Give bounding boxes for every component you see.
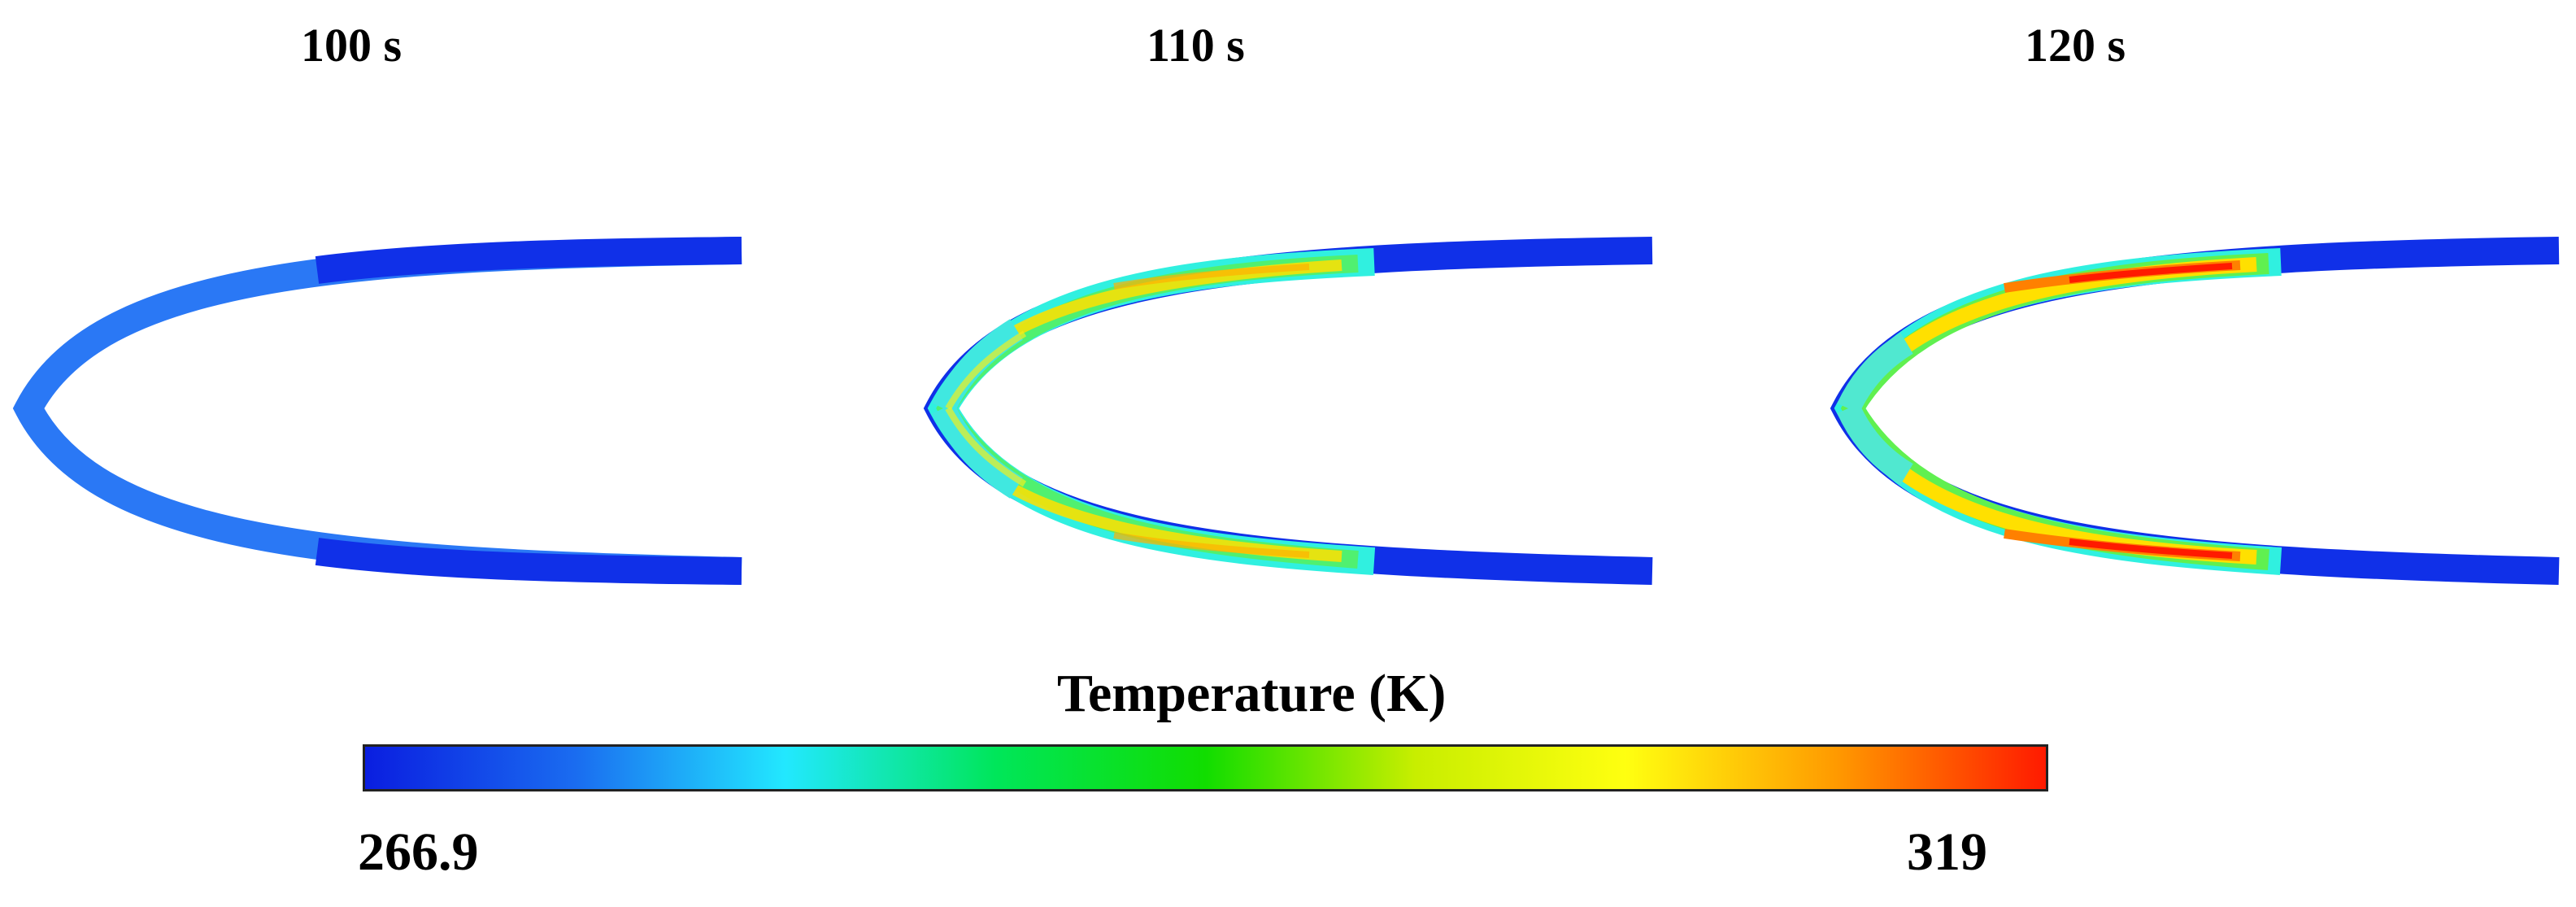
colorbar-title: Temperature (K) [1057,664,1447,723]
temperature-field-100s [12,237,742,585]
colorbar-min-label: 266.9 [358,822,479,882]
panel-title-100s: 100 s [301,19,402,72]
colorbar [363,744,2048,791]
panel-title-110s: 110 s [1147,19,1245,72]
colorbar-max-label: 319 [1907,822,1987,882]
temperature-field-110s [923,237,1653,585]
panel-title-120s: 120 s [2025,19,2126,72]
temperature-field-120s [1830,237,2560,585]
